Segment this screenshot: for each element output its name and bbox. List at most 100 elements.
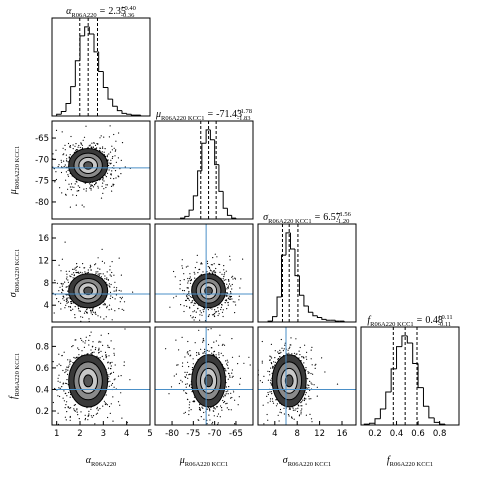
sample-dot	[108, 153, 110, 155]
sample-dot	[316, 386, 318, 388]
sample-dot	[223, 265, 225, 267]
sample-dot	[72, 148, 74, 150]
sample-dot	[91, 351, 94, 354]
sample-dot	[64, 407, 66, 409]
sample-dot	[65, 160, 68, 162]
sample-dot	[225, 279, 227, 281]
sample-dot	[92, 415, 95, 417]
sample-dot	[217, 422, 219, 424]
sample-dot	[62, 369, 64, 372]
sample-dot	[225, 360, 227, 362]
sample-dot	[210, 264, 212, 266]
sample-dot	[79, 266, 81, 268]
sample-dot	[54, 279, 56, 281]
sample-dot	[227, 361, 229, 363]
sample-dot	[58, 363, 60, 365]
sample-dot	[243, 362, 245, 364]
sample-dot	[93, 323, 94, 324]
sample-dot	[311, 383, 313, 385]
sample-dot	[63, 160, 65, 162]
sample-dot	[225, 429, 226, 430]
sample-dot	[108, 304, 111, 306]
sample-dot	[87, 271, 89, 273]
sample-dot	[67, 366, 69, 369]
sample-dot	[310, 398, 312, 400]
sample-dot	[64, 241, 66, 243]
sample-dot	[110, 384, 113, 386]
sample-dot	[72, 362, 74, 364]
sample-dot	[96, 432, 97, 433]
histogram-bin	[369, 422, 375, 425]
sample-dot	[73, 409, 75, 411]
sample-dot	[78, 322, 79, 323]
sample-dot	[304, 397, 306, 399]
sample-dot	[100, 135, 102, 137]
sample-dot	[213, 263, 215, 265]
sample-dot	[224, 400, 226, 403]
sample-dot	[183, 390, 185, 392]
sample-dot	[169, 306, 171, 308]
sample-dot	[184, 371, 186, 373]
sample-dot	[102, 177, 104, 179]
symbol: σ	[8, 291, 19, 297]
sample-dot	[72, 194, 74, 196]
sample-dot	[97, 271, 99, 273]
sample-dot	[62, 397, 64, 399]
upper-error: +0.11	[438, 314, 453, 321]
sample-dot	[234, 301, 236, 303]
sample-dot	[168, 393, 170, 395]
sample-dot	[186, 297, 189, 300]
sample-dot	[63, 153, 65, 155]
sample-dot	[200, 416, 202, 418]
sample-dot	[229, 298, 231, 300]
sample-dot	[106, 307, 108, 309]
sample-dot	[72, 277, 74, 279]
sample-dot	[69, 361, 71, 363]
sample-dot	[188, 374, 190, 376]
sample-dot	[225, 403, 227, 405]
histogram-bin	[417, 363, 424, 389]
sample-dot	[211, 308, 213, 310]
histogram-bin	[321, 317, 327, 320]
sample-dot	[191, 317, 193, 319]
sample-dot	[74, 267, 76, 269]
sample-dot	[90, 265, 92, 267]
sample-dot	[114, 281, 116, 283]
histogram-bin	[197, 170, 202, 196]
sample-dot	[68, 433, 69, 434]
x-axis-label: fR06A220 KCC1	[387, 455, 433, 468]
sample-dot	[196, 254, 198, 256]
sample-dot	[103, 136, 105, 138]
sample-dot	[118, 176, 120, 178]
sample-dot	[191, 296, 193, 298]
y-tick-label: 12	[38, 256, 49, 266]
sample-dot	[226, 292, 228, 294]
equals: =	[417, 315, 423, 326]
sample-dot	[37, 318, 38, 319]
sample-dot	[199, 404, 201, 406]
sample-dot	[108, 164, 110, 167]
sample-dot	[103, 188, 105, 190]
sample-dot	[114, 364, 116, 366]
sample-dot	[95, 413, 97, 415]
sample-dot	[59, 395, 61, 398]
sample-dot	[192, 363, 194, 365]
sample-dot	[82, 341, 84, 343]
value: 6.57	[323, 212, 341, 223]
sample-dot	[234, 277, 236, 279]
sample-dot	[106, 271, 108, 273]
sample-dot	[269, 355, 271, 357]
sample-dot	[279, 349, 281, 351]
histogram-bin	[102, 71, 108, 88]
sample-dot	[107, 284, 109, 286]
sample-dot	[186, 383, 188, 385]
sample-dot	[112, 296, 114, 298]
sample-dot	[213, 315, 215, 317]
histogram-bin	[385, 391, 392, 409]
sample-dot	[275, 399, 277, 401]
sample-dot	[69, 145, 71, 147]
y-tick-label: -65	[35, 134, 49, 144]
sample-dot	[82, 325, 83, 326]
sample-dot	[68, 391, 70, 394]
